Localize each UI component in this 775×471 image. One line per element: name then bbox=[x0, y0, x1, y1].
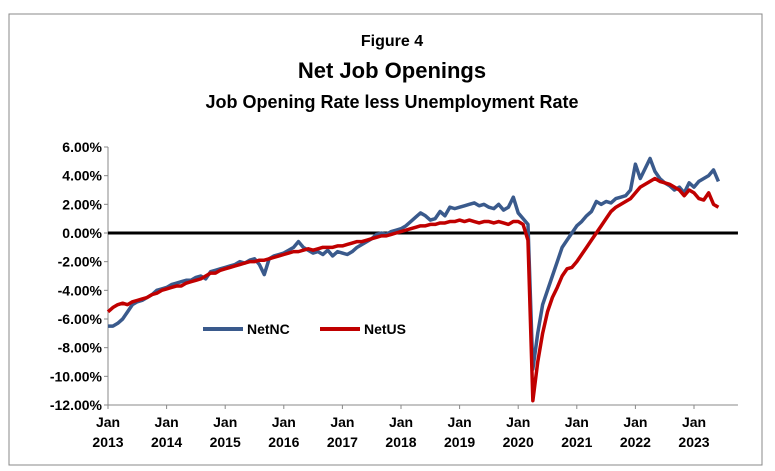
chart-subtitle: Net Job Openings bbox=[298, 58, 486, 83]
y-tick-label: 6.00% bbox=[62, 139, 102, 155]
x-tick-label: Jan 2015 bbox=[210, 414, 241, 450]
chart-subtitle2: Job Opening Rate less Unemployment Rate bbox=[205, 92, 578, 112]
y-tick-label: 2.00% bbox=[62, 196, 102, 212]
y-tick-label: -6.00% bbox=[58, 311, 103, 327]
x-tick-label: Jan 2013 bbox=[92, 414, 123, 450]
y-tick-label: 0.00% bbox=[62, 225, 102, 241]
x-tick-label: Jan 2022 bbox=[620, 414, 651, 450]
x-tick-label: Jan 2014 bbox=[151, 414, 182, 450]
x-tick-label: Jan 2019 bbox=[444, 414, 475, 450]
x-tick-label: Jan 2020 bbox=[503, 414, 534, 450]
y-tick-label: -2.00% bbox=[58, 254, 103, 270]
y-tick-label: -10.00% bbox=[50, 368, 103, 384]
x-tick-label: Jan 2021 bbox=[561, 414, 592, 450]
y-tick-label: -4.00% bbox=[58, 282, 103, 298]
x-tick-label: Jan 2017 bbox=[327, 414, 358, 450]
series-line bbox=[106, 176, 720, 403]
legend-label: NetUS bbox=[364, 321, 406, 337]
chart-title: Figure 4 bbox=[361, 33, 423, 50]
x-tick-label: Jan 2018 bbox=[385, 414, 416, 450]
y-tick-label: -8.00% bbox=[58, 340, 103, 356]
x-tick-label: Jan 2023 bbox=[678, 414, 709, 450]
y-tick-label: 4.00% bbox=[62, 168, 102, 184]
chart-frame bbox=[8, 13, 763, 466]
x-tick-label: Jan 2016 bbox=[268, 414, 299, 450]
y-tick-label: -12.00% bbox=[50, 397, 103, 413]
legend-label: NetNC bbox=[247, 321, 290, 337]
